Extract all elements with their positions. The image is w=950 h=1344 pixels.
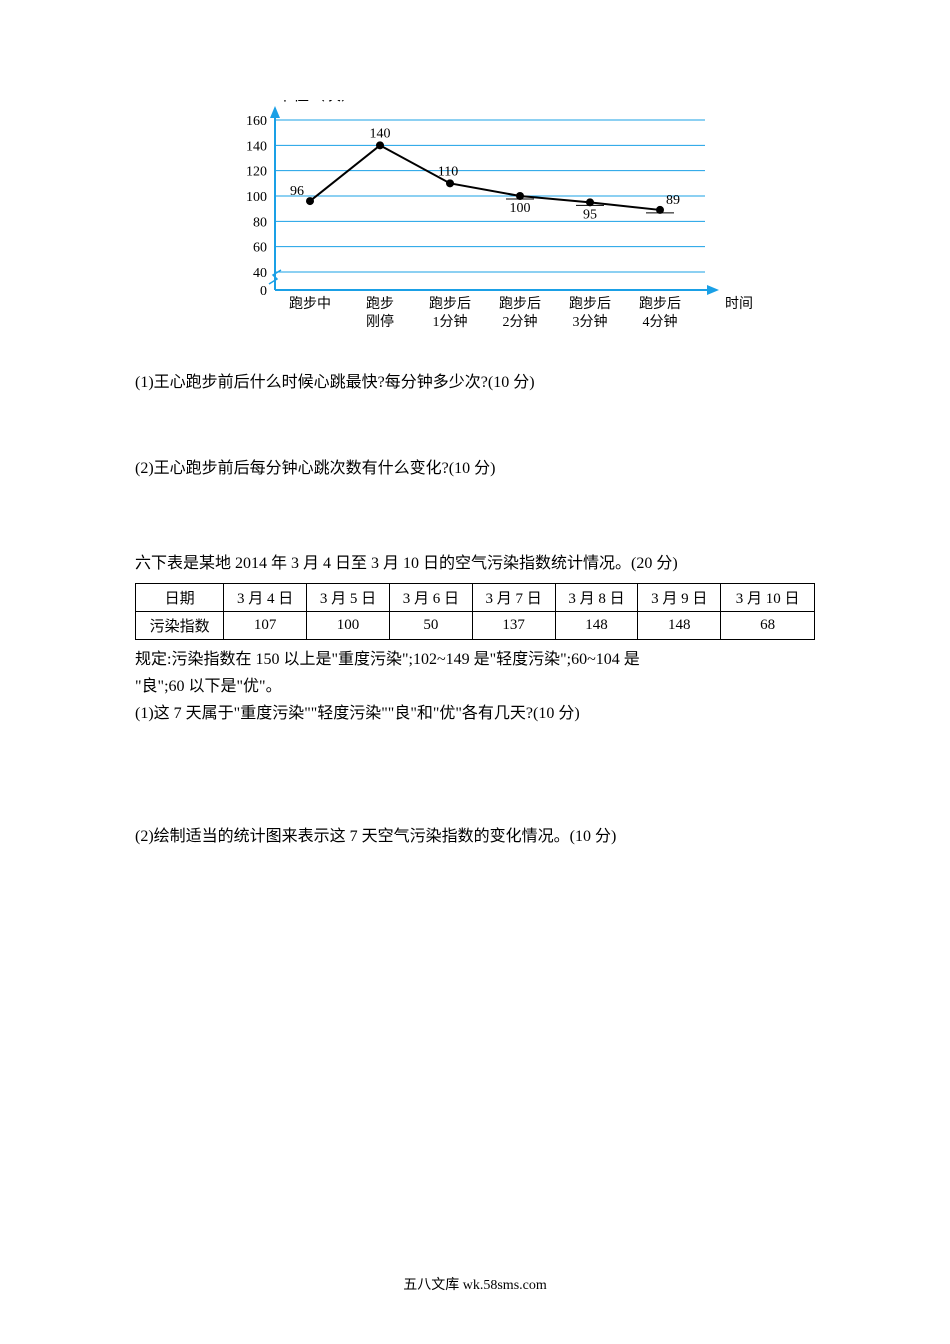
pollution-table: 日期3 月 4 日3 月 5 日3 月 6 日3 月 7 日3 月 8 日3 月… xyxy=(135,583,815,640)
section6-q2: (2)绘制适当的统计图来表示这 7 天空气污染指数的变化情况。(10 分) xyxy=(135,823,815,850)
svg-text:0: 0 xyxy=(260,284,267,299)
svg-text:刚停: 刚停 xyxy=(366,313,394,330)
question-1: (1)王心跑步前后什么时候心跳最快?每分钟多少次?(10 分) xyxy=(135,370,815,396)
svg-text:时间: 时间 xyxy=(725,296,753,312)
svg-text:40: 40 xyxy=(253,266,267,281)
table-date-cell: 3 月 5 日 xyxy=(307,583,390,611)
table-value-cell: 50 xyxy=(389,611,472,639)
svg-text:100: 100 xyxy=(246,190,267,205)
svg-text:60: 60 xyxy=(253,241,267,256)
pollution-rule: 规定:污染指数在 150 以上是"重度污染";102~149 是"轻度污染";6… xyxy=(135,646,815,728)
table-value-cell: 100 xyxy=(307,611,390,639)
table-header-index: 污染指数 xyxy=(136,611,224,639)
table-date-cell: 3 月 4 日 xyxy=(224,583,307,611)
rule-line-2: "良";60 以下是"优"。 xyxy=(135,678,282,695)
svg-text:110: 110 xyxy=(438,164,458,179)
svg-text:120: 120 xyxy=(246,165,267,180)
rule-line-1: 规定:污染指数在 150 以上是"重度污染";102~149 是"轻度污染";6… xyxy=(135,651,640,668)
table-header-date: 日期 xyxy=(136,583,224,611)
svg-text:95: 95 xyxy=(583,207,597,222)
question-2: (2)王心跑步前后每分钟心跳次数有什么变化?(10 分) xyxy=(135,456,815,482)
svg-text:4分钟: 4分钟 xyxy=(643,313,678,330)
svg-text:2分钟: 2分钟 xyxy=(503,313,538,330)
svg-text:140: 140 xyxy=(246,139,267,154)
table-value-cell: 148 xyxy=(555,611,638,639)
section6-title: 六下表是某地 2014 年 3 月 4 日至 3 月 10 日的空气污染指数统计… xyxy=(135,551,815,577)
svg-text:80: 80 xyxy=(253,215,267,230)
table-value-cell: 148 xyxy=(638,611,721,639)
svg-text:3分钟: 3分钟 xyxy=(573,313,608,330)
svg-text:89: 89 xyxy=(666,193,680,208)
table-date-cell: 3 月 6 日 xyxy=(389,583,472,611)
section6-q1: (1)这 7 天属于"重度污染""轻度污染""良"和"优"各有几天?(10 分) xyxy=(135,705,580,722)
chart-svg: 0406080100120140160单位（次）时间跑步中跑步刚停跑步后1分钟跑… xyxy=(215,100,775,340)
svg-text:跑步中: 跑步中 xyxy=(289,296,331,312)
table-value-cell: 137 xyxy=(472,611,555,639)
svg-text:160: 160 xyxy=(246,114,267,129)
svg-text:跑步后: 跑步后 xyxy=(499,296,541,312)
svg-text:140: 140 xyxy=(370,126,391,141)
table-date-cell: 3 月 8 日 xyxy=(555,583,638,611)
table-value-cell: 107 xyxy=(224,611,307,639)
table-date-cell: 3 月 7 日 xyxy=(472,583,555,611)
table-date-cell: 3 月 9 日 xyxy=(638,583,721,611)
svg-text:1分钟: 1分钟 xyxy=(433,313,468,330)
table-value-cell: 68 xyxy=(721,611,815,639)
svg-text:跑步后: 跑步后 xyxy=(569,296,611,312)
svg-text:96: 96 xyxy=(290,184,304,199)
page-content: 0406080100120140160单位（次）时间跑步中跑步刚停跑步后1分钟跑… xyxy=(0,0,950,851)
table-date-cell: 3 月 10 日 xyxy=(721,583,815,611)
svg-text:跑步后: 跑步后 xyxy=(429,296,471,312)
svg-text:跑步后: 跑步后 xyxy=(639,296,681,312)
heart-rate-chart: 0406080100120140160单位（次）时间跑步中跑步刚停跑步后1分钟跑… xyxy=(215,100,815,340)
svg-text:100: 100 xyxy=(510,201,531,216)
svg-text:跑步: 跑步 xyxy=(366,296,394,312)
svg-text:单位（次）: 单位（次） xyxy=(277,100,357,104)
page-footer: 五八文库 wk.58sms.com xyxy=(0,1274,950,1294)
